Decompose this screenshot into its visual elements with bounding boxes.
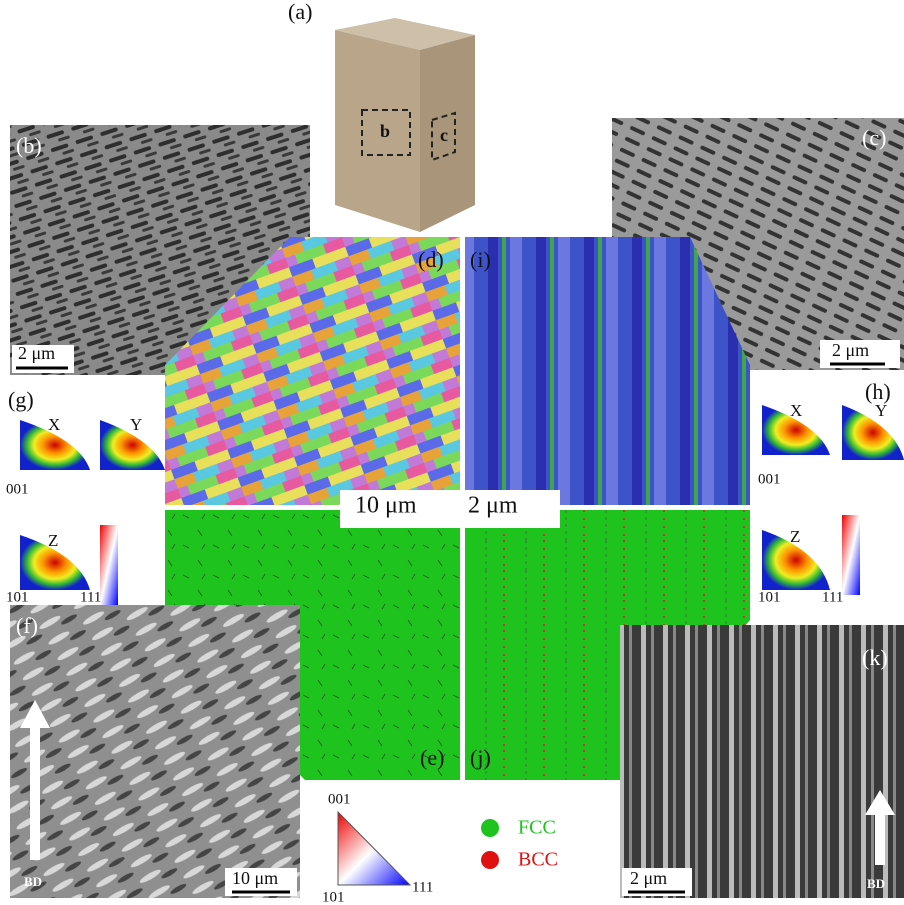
sem-image [10, 605, 300, 898]
corner-label: 111 [412, 879, 433, 895]
panel-label: (a) [288, 0, 312, 24]
legend-label: FCC [518, 817, 556, 839]
box-label: b [380, 121, 390, 141]
box-label: c [440, 125, 448, 145]
pole-figures [762, 405, 904, 595]
scale-bar: 2 μm [468, 493, 518, 519]
corner-label: 101 [758, 589, 781, 605]
direction-label: BD [867, 876, 885, 891]
direction-label: BD [24, 874, 42, 889]
cube [335, 18, 475, 232]
panel-label: (i) [470, 247, 491, 272]
panel-label: (f) [16, 613, 38, 638]
corner-label: 001 [6, 481, 29, 497]
corner-label: 001 [328, 791, 351, 807]
legend-marker [481, 819, 499, 837]
axis-label: Y [130, 415, 142, 434]
ipf-key [338, 812, 410, 885]
decoration [842, 405, 904, 460]
corner-label: 111 [822, 589, 843, 605]
axis-label: Z [48, 531, 58, 550]
decoration [335, 30, 420, 232]
corner-label: 001 [758, 471, 781, 487]
scale-bar: 2 μm [630, 868, 667, 888]
legend-marker [481, 851, 499, 869]
axis-label: Y [875, 401, 887, 420]
corner-label: 101 [322, 889, 345, 905]
corner-label: 111 [80, 589, 101, 605]
axis-label: X [790, 401, 802, 420]
figure: (a) b c (b) 2 μm (c) 2 μm (d) (i) 10 μm … [0, 0, 904, 905]
scale-bar: 2 μm [832, 340, 869, 360]
scale-bar: 10 μm [232, 868, 278, 888]
legend-label: BCC [518, 849, 558, 871]
panel-label: (e) [420, 745, 444, 770]
panel-label: (b) [16, 133, 42, 158]
axis-label: X [48, 415, 60, 434]
axis-label: Z [790, 527, 800, 546]
panel-label: (g) [8, 387, 34, 412]
decoration [842, 515, 860, 595]
panel-label: (j) [470, 745, 491, 770]
panel-label: (d) [418, 247, 444, 272]
scale-bar: 10 μm [355, 493, 417, 519]
pole-figures [20, 420, 165, 605]
corner-label: 101 [6, 589, 29, 605]
ipf-map [465, 237, 750, 505]
scale-bar: 2 μm [18, 343, 55, 363]
panel-label: (c) [862, 125, 886, 150]
decoration [100, 525, 118, 605]
panel-label: (k) [862, 645, 888, 670]
